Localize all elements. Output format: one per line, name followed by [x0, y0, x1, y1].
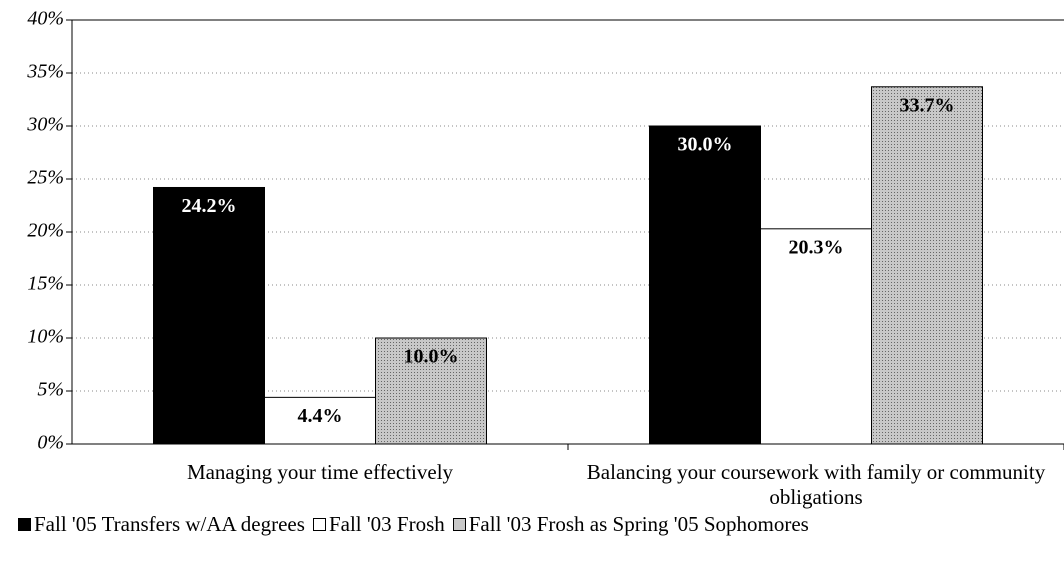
legend-swatch: [18, 518, 31, 531]
value-label: 30.0%: [678, 134, 733, 156]
legend-label: Fall '03 Frosh: [328, 512, 445, 536]
bar: [871, 86, 983, 445]
bar: [649, 125, 761, 445]
y-tick-label: 35%: [26, 61, 64, 83]
y-tick-label: 10%: [27, 326, 64, 348]
y-tick-label: 25%: [27, 167, 64, 189]
bar: [760, 228, 872, 445]
value-label: 4.4%: [298, 405, 343, 427]
bar: [153, 186, 265, 445]
y-tick-label: 40%: [27, 8, 64, 30]
legend: Fall '05 Transfers w/AA degrees Fall '03 …: [18, 512, 809, 537]
y-tick-label: 5%: [37, 379, 64, 401]
bar: [375, 337, 487, 445]
value-label: 10.0%: [404, 346, 459, 368]
x-tick-label: Balancing your coursework with family or…: [586, 460, 1046, 509]
legend-label: Fall '05 Transfers w/AA degrees: [34, 512, 305, 536]
y-tick-label: 15%: [27, 273, 64, 295]
legend-swatch: [312, 518, 326, 531]
legend-label: Fall '03 Frosh as Spring '05 Sophomores: [468, 512, 809, 536]
y-tick-label: 0%: [37, 432, 64, 454]
bar: [264, 396, 376, 445]
legend-swatch: [452, 518, 466, 531]
value-label: 20.3%: [789, 236, 844, 258]
value-label: 24.2%: [182, 195, 237, 217]
value-label: 33.7%: [900, 94, 955, 116]
y-tick-label: 30%: [26, 114, 64, 136]
y-tick-label: 20%: [27, 220, 64, 242]
chart: 0% 5% 10% 15% 20% 25% 30% 35% 40% 24.2% 30.0% 4.4% 2…: [26, 8, 1064, 454]
x-tick-label: Managing your time effectively: [186, 460, 454, 484]
